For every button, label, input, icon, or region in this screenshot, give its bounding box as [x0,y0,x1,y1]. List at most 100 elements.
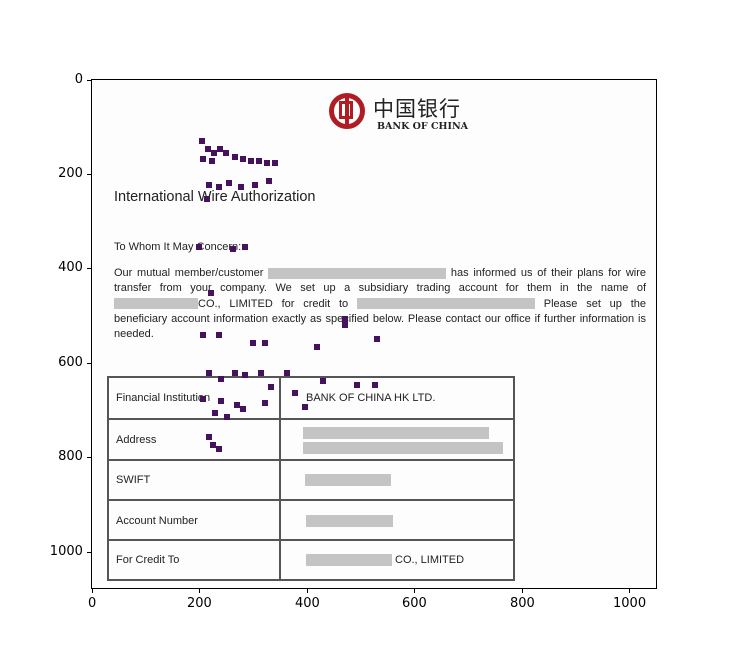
noise-pixel [268,384,274,390]
noise-pixel [242,372,248,378]
logo-english-text: BANK OF CHINA [377,121,469,132]
noise-pixel [206,434,212,440]
noise-pixel [302,404,308,410]
noise-pixel [342,316,348,322]
para-part-4: Please set up the beneficiary account in… [114,297,647,341]
redaction-bar [306,554,392,566]
row-label: Account Number [116,515,198,527]
x-tick-mark [414,589,415,593]
x-tick-mark [199,589,200,593]
noise-pixel [200,332,206,338]
y-tick-mark [87,174,91,175]
x-tick-label: 600 [402,596,427,611]
noise-pixel [216,332,222,338]
noise-pixel [258,370,264,376]
noise-pixel [262,400,268,406]
redaction-bar [268,267,447,279]
noise-pixel [217,146,223,152]
noise-pixel [240,156,246,162]
noise-pixel [210,442,216,448]
x-tick-label: 0 [88,596,97,611]
noise-pixel [250,340,256,346]
noise-pixel [232,370,238,376]
y-tick-label: 800 [58,449,83,464]
noise-pixel [264,160,270,166]
noise-pixel [234,402,240,408]
row-label: For Credit To [116,554,180,566]
noise-pixel [354,382,360,388]
table-divider [279,378,281,579]
row-value: BANK OF CHINA HK LTD. [306,392,436,404]
row-label: Financial Institution [116,392,211,404]
logo-chinese-text: 中国银行 [373,97,461,121]
y-tick-label: 600 [58,355,83,370]
noise-pixel [320,378,326,384]
noise-pixel [372,382,378,388]
x-tick-label: 200 [187,596,212,611]
document-title: International Wire Authorization [114,189,316,205]
x-tick-mark [522,589,523,593]
table-row: Financial Institution BANK OF CHINA HK L… [109,378,513,420]
y-tick-mark [87,268,91,269]
noise-pixel [242,244,248,250]
bank-logo: 中国银行 BANK OF CHINA [329,93,469,133]
noise-pixel [262,340,268,346]
noise-pixel [205,146,211,152]
table-row: SWIFT [109,461,513,501]
noise-pixel [240,406,246,412]
table-row: Account Number [109,501,513,541]
redaction-bar [303,442,503,454]
noise-pixel [226,180,232,186]
noise-pixel [200,396,206,402]
table-row: Address [109,420,513,461]
noise-pixel [248,158,254,164]
redaction-bar [306,515,393,527]
noise-pixel [314,344,320,350]
y-tick-mark [87,457,91,458]
y-tick-label: 400 [58,260,83,275]
noise-pixel [230,246,236,252]
salutation: To Whom It May Concern: [114,241,242,253]
noise-pixel [218,376,224,382]
noise-pixel [212,410,218,416]
noise-pixel [196,244,202,250]
x-tick-label: 1000 [613,596,647,611]
table-row: For Credit To CO., LIMITED [109,541,513,579]
para-part-2: has informed us of their plans for wire … [114,267,646,295]
y-tick-mark [87,363,91,364]
noise-pixel [256,158,262,164]
noise-pixel [204,196,210,202]
x-tick-label: 400 [295,596,320,611]
x-tick-mark [629,589,630,593]
y-tick-label: 200 [58,166,83,181]
y-tick-mark [87,552,91,553]
noise-pixel [342,322,348,328]
redaction-bar [356,298,535,310]
noise-pixel [206,370,212,376]
document-image: 中国银行 BANK OF CHINA International Wire Au… [91,79,657,589]
noise-pixel [216,184,222,190]
x-tick-label: 800 [510,596,535,611]
noise-pixel [374,336,380,342]
noise-pixel [208,290,214,296]
para-part-3: CO., LIMITED for credit to [198,297,349,310]
noise-pixel [206,182,212,188]
noise-pixel [223,150,229,156]
noise-pixel [232,154,238,160]
para-part-1: Our mutual member/customer [114,267,264,279]
row-label: SWIFT [116,474,151,486]
noise-pixel [209,158,215,164]
noise-pixel [200,156,206,162]
noise-pixel [284,370,290,376]
noise-pixel [272,160,278,166]
y-tick-mark [87,80,91,81]
beneficiary-table: Financial Institution BANK OF CHINA HK L… [107,376,515,581]
noise-pixel [224,414,230,420]
y-tick-label: 0 [74,72,83,87]
emblem-bar [345,95,349,127]
noise-pixel [292,390,298,396]
noise-pixel [252,182,258,188]
noise-pixel [211,150,217,156]
redaction-bar [114,298,198,310]
x-tick-mark [307,589,308,593]
